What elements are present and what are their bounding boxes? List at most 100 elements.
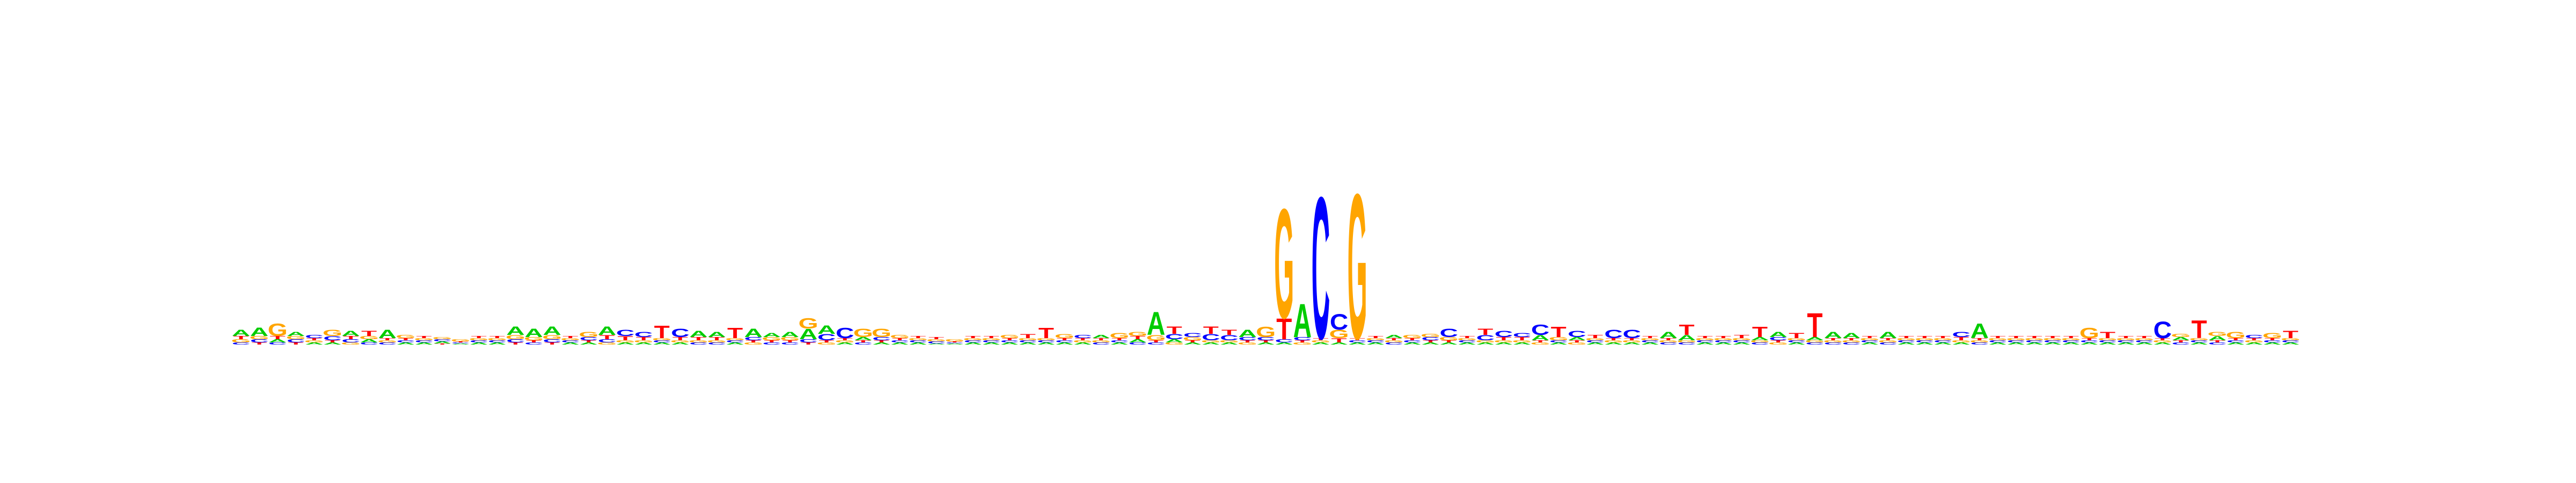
logo-letter-G: G — [524, 336, 544, 341]
logo-letter-A: A — [1549, 342, 1568, 345]
logo-letter-A: A — [323, 342, 341, 345]
logo-letter-A: A — [616, 342, 634, 345]
logo-letter-G: G — [1475, 340, 1495, 343]
logo-letter-C: C — [1897, 340, 1915, 343]
logo-letter-T: T — [2155, 338, 2170, 341]
logo-letter-A: A — [1293, 294, 1312, 348]
logo-letter-G: G — [1732, 338, 1752, 341]
logo-letter-A: A — [1970, 320, 1988, 343]
logo-letter-G: G — [2080, 325, 2099, 342]
logo-letter-C: C — [781, 342, 799, 345]
logo-letter-T: T — [1221, 328, 1238, 336]
logo-letter-T: T — [1038, 325, 1054, 342]
logo-letter-A: A — [1275, 342, 1293, 345]
logo-letter-T: T — [1148, 340, 1163, 343]
logo-letter-G: G — [1585, 338, 1605, 341]
logo-letter-T: T — [1660, 338, 1676, 341]
logo-letter-T: T — [2118, 335, 2134, 339]
logo-letter-T: T — [252, 342, 267, 345]
logo-letter-A: A — [927, 343, 946, 345]
logo-letter-A: A — [689, 329, 707, 339]
logo-letter-C: C — [580, 336, 598, 341]
logo-letter-G: G — [1878, 340, 1898, 343]
logo-letter-G: G — [487, 338, 507, 341]
logo-letter-A: A — [2153, 342, 2171, 345]
logo-letter-G: G — [1219, 340, 1239, 343]
logo-letter-A: A — [872, 342, 890, 345]
logo-letter-C: C — [763, 342, 781, 345]
logo-letter-T: T — [453, 341, 469, 343]
logo-letter-A: A — [1439, 342, 1458, 345]
logo-letter-T: T — [1020, 333, 1036, 339]
logo-letter-C: C — [1312, 155, 1330, 382]
logo-letter-T: T — [1203, 324, 1219, 336]
logo-letter-A: A — [1183, 342, 1202, 345]
logo-letter-T: T — [1825, 338, 1841, 341]
logo-letter-C: C — [2044, 340, 2062, 343]
logo-letter-G: G — [1677, 340, 1696, 343]
logo-letter-C: C — [470, 340, 488, 343]
logo-letter-A: A — [726, 342, 744, 345]
logo-letter-T: T — [1899, 335, 1914, 339]
logo-letter-A: A — [1714, 342, 1732, 345]
logo-letter-A: A — [1641, 342, 1659, 345]
logo-letter-G: G — [1494, 340, 1513, 343]
logo-letter-T: T — [947, 341, 963, 343]
logo-letter-A: A — [2227, 342, 2245, 345]
logo-letter-A: A — [1165, 339, 1183, 343]
logo-letter-A: A — [1842, 332, 1861, 340]
logo-letter-G: G — [1073, 340, 1093, 343]
logo-letter-G: G — [616, 340, 635, 343]
logo-letter-G: G — [1402, 334, 1422, 339]
logo-letter-T: T — [1551, 324, 1567, 341]
logo-letter-T: T — [1587, 334, 1603, 339]
logo-letter-C: C — [598, 339, 616, 343]
logo-letter-G: G — [1384, 340, 1404, 343]
logo-letter-A: A — [1385, 334, 1403, 339]
logo-letter-G: G — [1714, 338, 1733, 341]
logo-letter-A: A — [287, 331, 305, 337]
logo-letter-C: C — [1934, 340, 1952, 343]
logo-letter-A: A — [982, 342, 1000, 345]
logo-letter-A: A — [964, 342, 982, 345]
logo-letter-C: C — [1202, 332, 1220, 342]
logo-letter-A: A — [1988, 342, 2007, 345]
logo-letter-A: A — [1366, 342, 1385, 345]
logo-letter-A: A — [1129, 339, 1147, 343]
logo-letter-T: T — [2100, 330, 2116, 340]
logo-letter-T: T — [1057, 338, 1072, 341]
logo-letter-C: C — [1769, 336, 1787, 341]
logo-letter-A: A — [653, 342, 671, 345]
logo-letter-C: C — [1348, 340, 1366, 343]
logo-letter-G: G — [835, 340, 855, 343]
logo-letter-A: A — [1055, 342, 1073, 345]
logo-letter-G: G — [1897, 338, 1916, 341]
logo-letter-T: T — [1258, 340, 1274, 343]
logo-letter-G: G — [2244, 340, 2264, 343]
logo-letter-C: C — [1495, 329, 1513, 339]
logo-letter-C: C — [744, 336, 763, 341]
logo-letter-C: C — [2263, 340, 2281, 343]
logo-letter-T: T — [581, 340, 596, 343]
logo-letter-G: G — [1915, 338, 1935, 341]
logo-letter-T: T — [1294, 340, 1310, 343]
logo-letter-T: T — [801, 342, 816, 345]
logo-letter-G: G — [1183, 336, 1203, 341]
logo-letter-A: A — [2080, 342, 2098, 345]
logo-letter-G: G — [377, 340, 397, 343]
logo-letter-A: A — [378, 327, 397, 341]
logo-letter-A: A — [451, 343, 470, 345]
logo-letter-T: T — [636, 336, 652, 341]
logo-letter-T: T — [1093, 338, 1109, 341]
logo-letter-T: T — [691, 336, 706, 341]
logo-letter-T: T — [1459, 335, 1475, 339]
logo-letter-C: C — [1787, 340, 1805, 343]
logo-letter-A: A — [1952, 342, 1970, 345]
logo-letter-G: G — [2098, 338, 2118, 341]
logo-letter-A: A — [1678, 334, 1696, 342]
logo-letter-T: T — [2136, 335, 2152, 339]
logo-letter-T: T — [361, 330, 377, 338]
logo-letter-G: G — [1238, 342, 1257, 345]
logo-letter-T: T — [288, 342, 304, 345]
